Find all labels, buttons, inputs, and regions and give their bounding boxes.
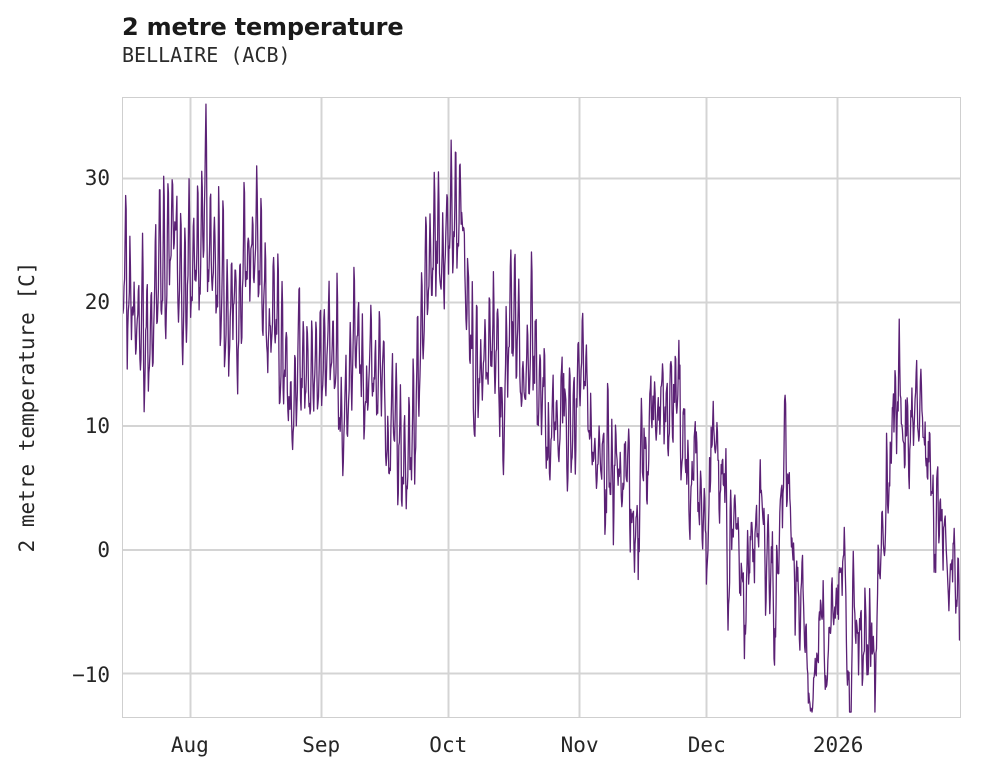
x-axis-tick-oct: Oct xyxy=(429,733,468,757)
chart-header: 2 metre temperature BELLAIRE (ACB) xyxy=(122,12,922,68)
y-axis-tick-0: 0 xyxy=(97,538,110,563)
x-axis-tick-nov: Nov xyxy=(560,733,599,757)
x-axis-tick-2026: 2026 xyxy=(812,733,864,757)
y-axis-tick-neg10: −10 xyxy=(72,662,110,687)
x-axis-tick-dec: Dec xyxy=(687,733,726,757)
chart-subtitle-station: BELLAIRE (ACB) xyxy=(122,43,291,67)
y-axis-tick-20: 20 xyxy=(84,289,110,314)
y-axis-tick-labels: 30 20 10 0 −10 xyxy=(0,97,110,718)
y-axis-tick-30: 30 xyxy=(84,165,110,190)
temperature-line-series xyxy=(123,98,960,717)
chart-title: 2 metre temperature xyxy=(122,13,404,41)
y-axis-tick-10: 10 xyxy=(84,414,110,439)
x-axis-tick-aug: Aug xyxy=(170,733,209,757)
x-axis-tick-sep: Sep xyxy=(302,733,341,757)
plot-area xyxy=(122,97,961,718)
x-axis-tick-labels: Aug Sep Oct Nov Dec 2026 xyxy=(122,733,961,765)
